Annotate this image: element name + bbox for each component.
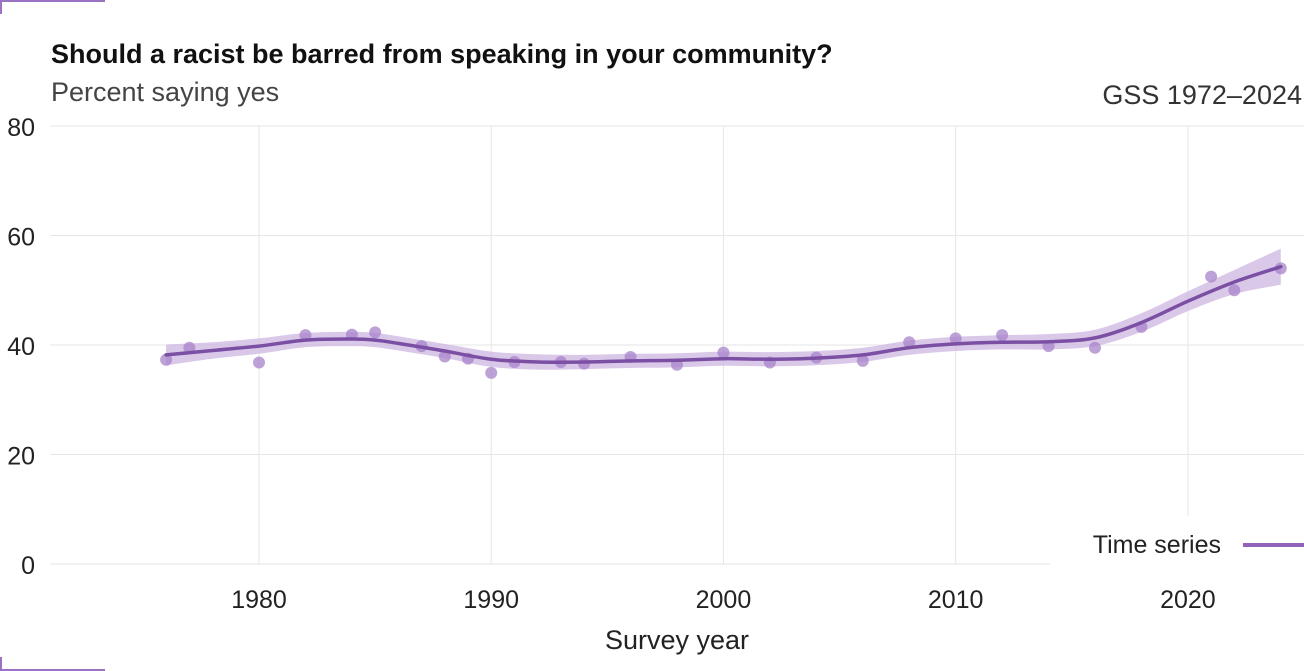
data-point bbox=[717, 346, 730, 359]
data-point bbox=[160, 353, 173, 366]
data-point bbox=[949, 332, 962, 345]
y-tick-label: 0 bbox=[21, 552, 35, 580]
data-point bbox=[438, 350, 451, 363]
series-line bbox=[164, 264, 1283, 364]
data-point bbox=[1089, 341, 1101, 354]
corner-mark-top bbox=[0, 0, 105, 14]
y-tick-label: 60 bbox=[7, 224, 35, 252]
legend-label: Time series bbox=[1093, 531, 1221, 559]
x-tick-label: 2020 bbox=[1160, 586, 1216, 614]
x-tick-label: 1980 bbox=[231, 586, 287, 614]
x-axis-title: Survey year bbox=[605, 625, 749, 655]
y-axis-ticks: 0 20 40 60 80 bbox=[7, 114, 35, 580]
x-axis-ticks: 1980 1990 2000 2010 2020 bbox=[231, 586, 1216, 614]
chart-subtitle: Percent saying yes bbox=[51, 77, 279, 107]
x-tick-label: 1990 bbox=[463, 586, 519, 614]
y-tick-label: 80 bbox=[7, 114, 35, 142]
data-point bbox=[485, 366, 498, 379]
data-point bbox=[1228, 284, 1241, 297]
data-point bbox=[903, 336, 916, 349]
corner-mark-bottom bbox=[0, 657, 105, 671]
y-tick-label: 40 bbox=[7, 333, 35, 361]
data-point bbox=[253, 356, 265, 369]
data-point bbox=[996, 329, 1009, 342]
chart-caption: GSS 1972–2024 bbox=[1102, 80, 1302, 110]
x-tick-label: 2010 bbox=[928, 586, 984, 614]
y-tick-label: 20 bbox=[7, 443, 35, 471]
series-line-layer bbox=[164, 264, 1283, 364]
data-point bbox=[369, 326, 382, 339]
x-tick-label: 2000 bbox=[696, 586, 752, 614]
data-point bbox=[1205, 270, 1218, 283]
data-point bbox=[856, 354, 869, 367]
chart-title: Should a racist be barred from speaking … bbox=[51, 39, 833, 69]
